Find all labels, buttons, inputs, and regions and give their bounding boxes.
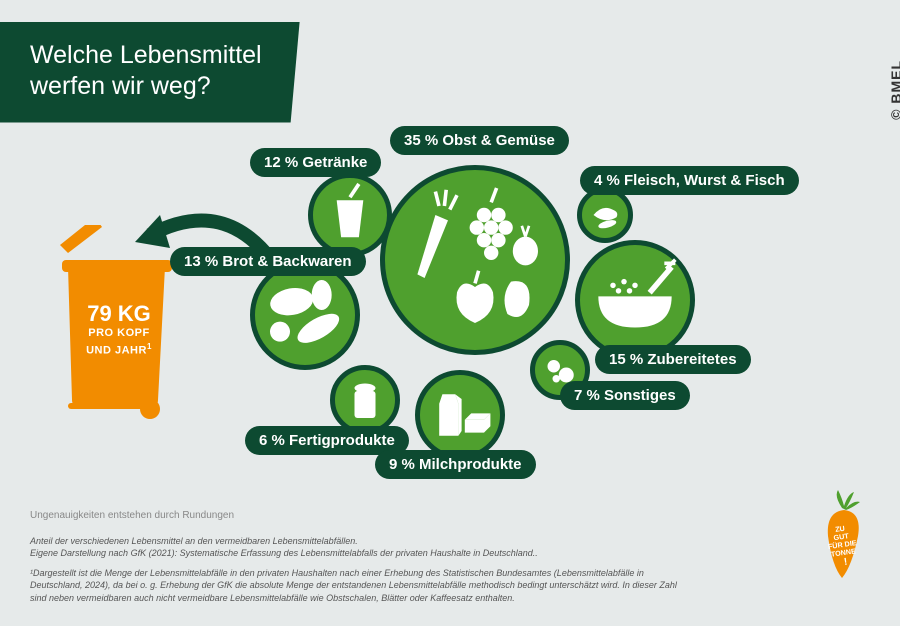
label-zubereitetes: 15 % Zubereitetes xyxy=(595,345,751,374)
carrot-logo-icon: ZU GUT FÜR DIE TONNE ! xyxy=(814,488,874,583)
label-getraenke: 12 % Getränke xyxy=(250,148,381,177)
bubble-obst-gemuese xyxy=(380,165,570,355)
bin-per-capita-1: PRO KOPF xyxy=(74,327,164,340)
getraenke-icon xyxy=(313,178,387,252)
brot-icon xyxy=(255,265,355,365)
bubble-fleisch xyxy=(577,187,633,243)
footnote: Anteil der verschiedenen Lebensmittel an… xyxy=(30,535,680,604)
category-cloud: 35 % Obst & Gemüse 12 % Getränke 13 % Br… xyxy=(260,140,820,500)
title-line-2: werfen wir weg? xyxy=(30,71,262,102)
label-fleisch: 4 % Fleisch, Wurst & Fisch xyxy=(580,166,799,195)
label-obst-gemuese: 35 % Obst & Gemüse xyxy=(390,126,569,155)
bubble-getraenke xyxy=(308,173,392,257)
title-line-1: Welche Lebensmittel xyxy=(30,40,262,71)
title-banner: Welche Lebensmittel werfen wir weg? xyxy=(0,22,300,123)
footnote-disclaimer: ¹Dargestellt ist die Menge der Lebensmit… xyxy=(30,567,680,603)
footnote-source: Anteil der verschiedenen Lebensmittel an… xyxy=(30,535,680,559)
bin-text: 79 KG PRO KOPF UND JAHR1 xyxy=(74,303,164,358)
bubble-fertig xyxy=(330,365,400,435)
milch-icon xyxy=(420,375,500,455)
bin-per-capita-2: UND JAHR1 xyxy=(74,342,164,358)
rounding-note: Ungenauigkeiten entstehen durch Rundunge… xyxy=(30,510,234,521)
label-brot: 13 % Brot & Backwaren xyxy=(170,247,366,276)
zubereitetes-icon xyxy=(580,245,690,355)
bin-amount: 79 KG xyxy=(74,303,164,325)
fertig-icon xyxy=(335,370,395,430)
bubble-zubereitetes xyxy=(575,240,695,360)
fleisch-icon xyxy=(582,192,628,238)
obst-gemuese-icon xyxy=(385,170,565,350)
campaign-logo: ZU GUT FÜR DIE TONNE ! xyxy=(814,488,874,588)
copyright-label: © BMEL xyxy=(888,60,900,120)
label-sonstiges: 7 % Sonstiges xyxy=(560,381,690,410)
bubble-brot xyxy=(250,260,360,370)
bubble-milch xyxy=(415,370,505,460)
label-milch: 9 % Milchprodukte xyxy=(375,450,536,479)
